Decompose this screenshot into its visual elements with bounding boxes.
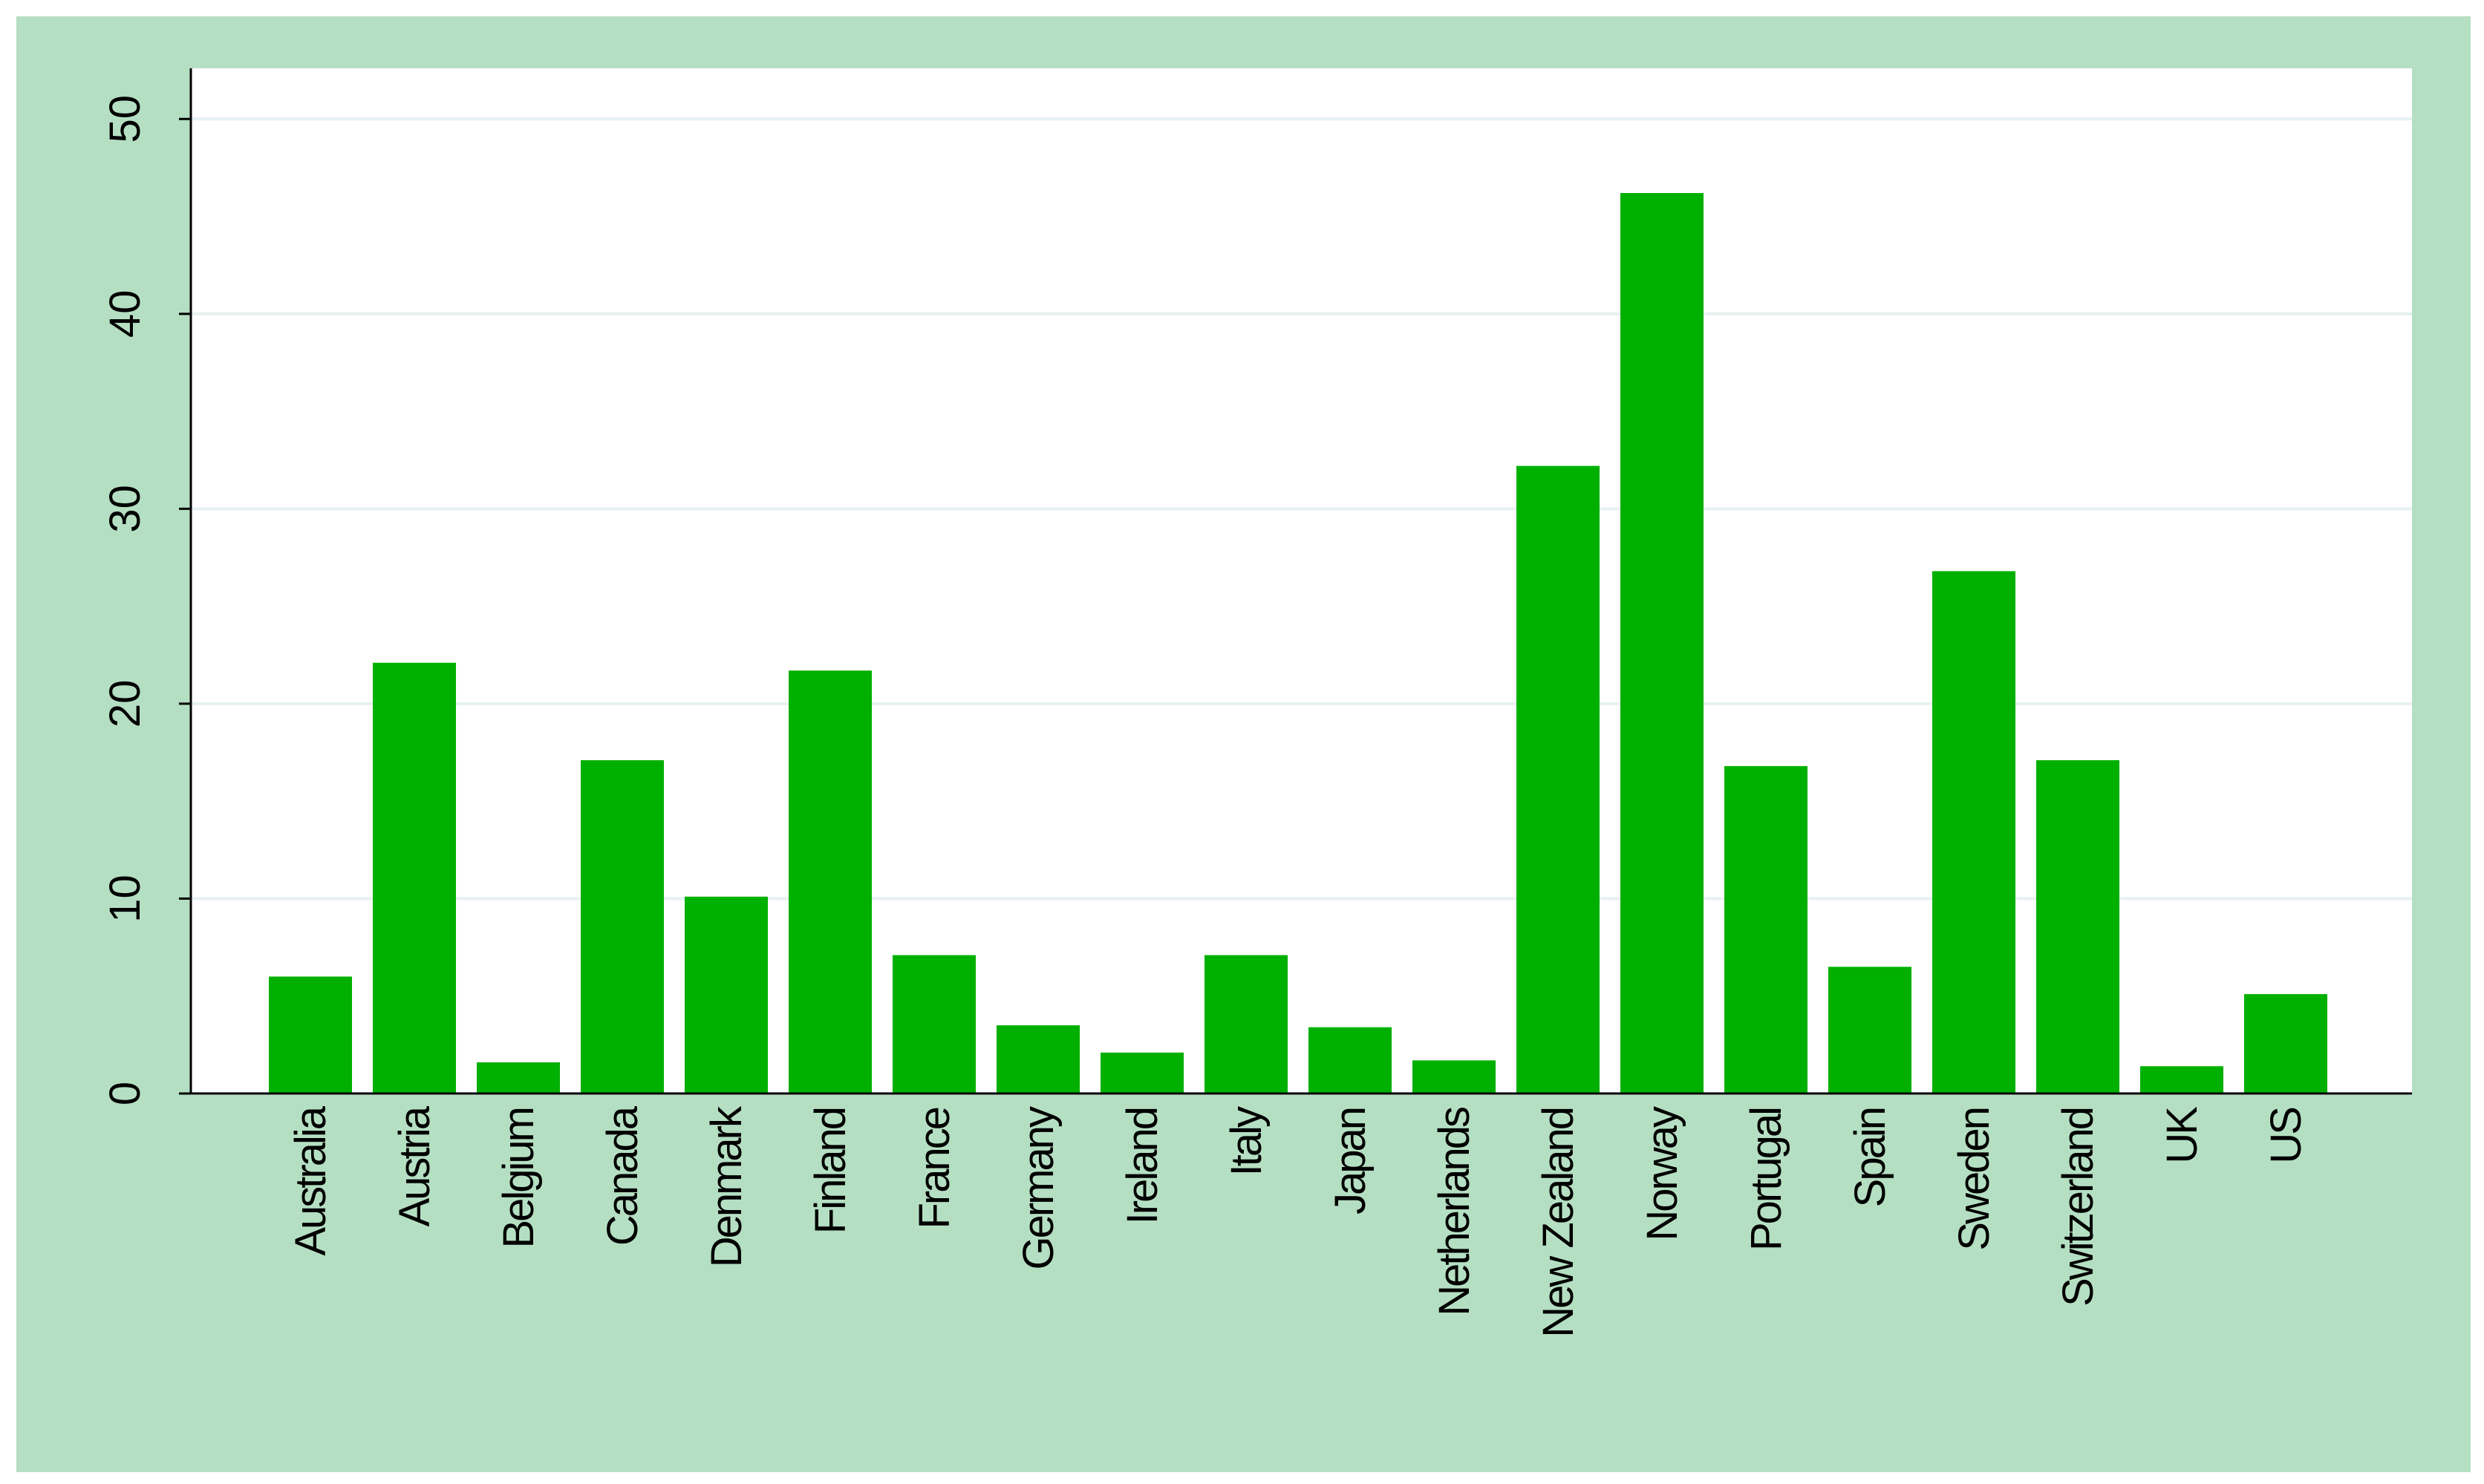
bar	[997, 1025, 1080, 1094]
x-tick-label: Japan	[1326, 1108, 1375, 1215]
x-tick-label: Germany	[1014, 1106, 1063, 1270]
bars	[269, 193, 2327, 1094]
bar	[581, 760, 664, 1094]
x-tick-label: Netherlands	[1430, 1108, 1479, 1316]
bar	[1932, 571, 2015, 1094]
x-tick-label: UK	[2158, 1106, 2206, 1164]
bar	[1101, 1052, 1184, 1094]
x-tick-label: Belgium	[495, 1108, 543, 1249]
x-tick-label: Ireland	[1118, 1108, 1167, 1224]
bar	[269, 976, 352, 1094]
bar	[373, 662, 456, 1094]
bar	[1620, 193, 1704, 1094]
y-tick-label: 0	[101, 1082, 149, 1105]
x-tick-label: US	[2262, 1108, 2310, 1164]
bar	[685, 896, 768, 1094]
x-tick-label: Denmark	[703, 1105, 751, 1267]
x-tick-label: Spain	[1846, 1108, 1894, 1207]
labels: 0 10 20 30 40 50 Australia Austria Belgium Canada…	[101, 95, 2310, 1338]
bar	[1308, 1027, 1392, 1094]
y-tick-label: 20	[101, 680, 149, 728]
x-tick-label: Austria	[391, 1105, 439, 1226]
x-tick-label: New Zealand	[1534, 1108, 1582, 1338]
x-tick-label: Sweden	[1950, 1108, 1998, 1251]
x-tick-label: Italy	[1222, 1106, 1271, 1176]
x-tick-label: Australia	[287, 1105, 335, 1255]
bar	[2244, 994, 2327, 1094]
bar	[893, 955, 976, 1094]
x-tick-label: Norway	[1638, 1106, 1686, 1241]
x-tick-label: Finland	[806, 1108, 855, 1234]
y-tick-label: 40	[101, 290, 149, 339]
x-tick-label: Portugal	[1742, 1108, 1790, 1251]
y-tick-label: 10	[101, 875, 149, 923]
y-tick-label: 50	[101, 95, 149, 143]
bar	[2036, 760, 2119, 1094]
y-tick-label: 30	[101, 485, 149, 533]
bar	[1516, 465, 1600, 1094]
x-tick-label: France	[910, 1108, 959, 1229]
bar	[789, 670, 872, 1094]
bar	[1724, 765, 1807, 1094]
bar	[477, 1062, 560, 1094]
x-tick-label: Canada	[599, 1105, 647, 1246]
bar	[1412, 1060, 1496, 1094]
x-tick-label: Switzerland	[2054, 1108, 2102, 1307]
bar	[1204, 955, 1288, 1094]
bar	[1828, 967, 1911, 1094]
bar	[2140, 1066, 2223, 1094]
